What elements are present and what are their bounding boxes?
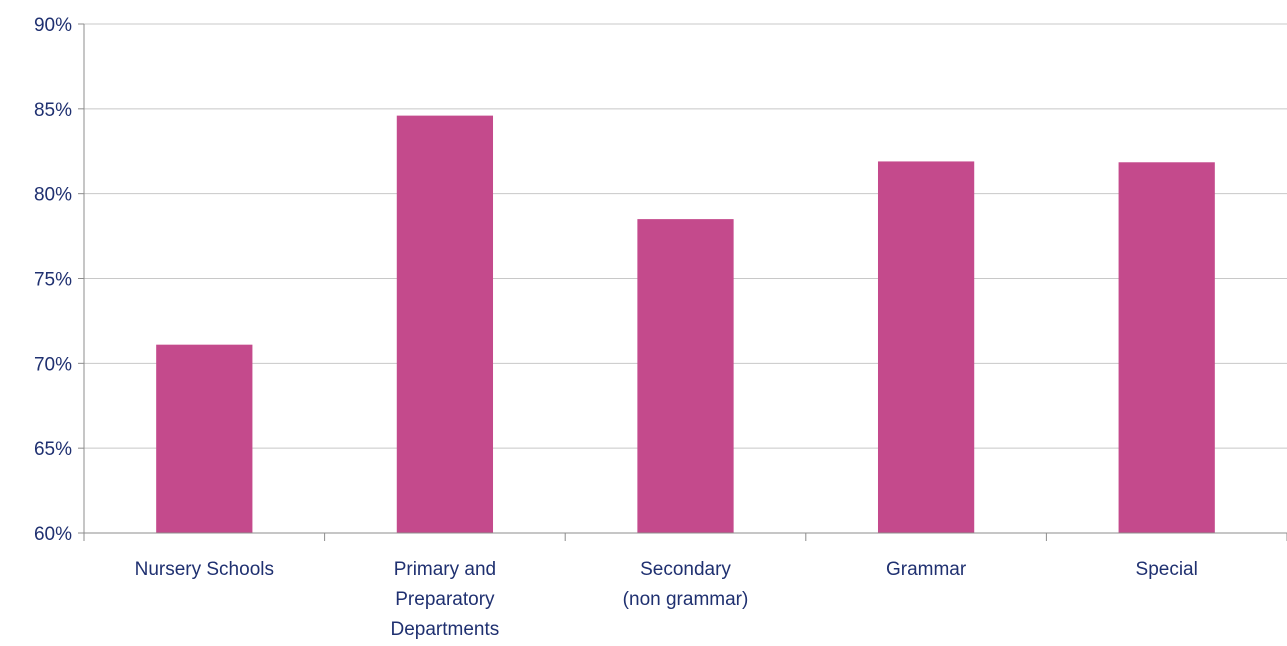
x-category-label: Primary and Preparatory Departments xyxy=(391,559,500,640)
y-tick-label: 80% xyxy=(34,185,72,206)
x-category-label: Grammar xyxy=(886,559,967,580)
y-tick-label: 70% xyxy=(34,354,72,375)
y-tick-label: 75% xyxy=(34,270,72,291)
axes xyxy=(78,23,1287,541)
x-axis-category-labels: Nursery Schools Primary and Preparatory Dep… xyxy=(135,559,1198,640)
y-tick-label: 65% xyxy=(34,439,72,460)
bar xyxy=(1118,162,1215,534)
bar xyxy=(877,161,975,533)
bar xyxy=(156,344,253,533)
y-tick-label: 90% xyxy=(34,15,72,36)
x-category-label: Secondary (non grammar) xyxy=(623,559,749,610)
x-category-label: Nursery Schools xyxy=(135,559,274,580)
x-category-label: Special xyxy=(1136,559,1198,580)
bar xyxy=(396,115,494,534)
bars xyxy=(156,115,1215,534)
y-tick-label: 60% xyxy=(34,524,72,545)
bar xyxy=(637,219,734,533)
y-tick-label: 85% xyxy=(34,100,72,121)
y-axis-tick-labels: 60% 65% 70% 75% 80% 85% 90% xyxy=(34,15,72,545)
